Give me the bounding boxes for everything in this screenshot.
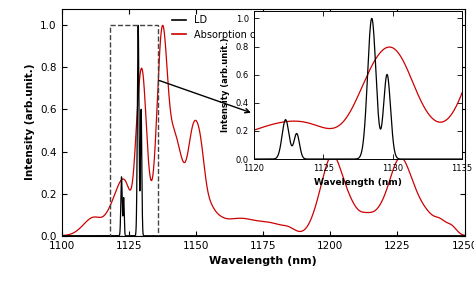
Y-axis label: Intensity (arb.unit.): Intensity (arb.unit.) xyxy=(25,64,35,180)
X-axis label: Wavelength (nm): Wavelength (nm) xyxy=(314,178,402,187)
Legend: LD, Absorption of Ho:YAG: LD, Absorption of Ho:YAG xyxy=(168,11,302,44)
Y-axis label: Intensity (arb.unit.): Intensity (arb.unit.) xyxy=(221,38,230,132)
X-axis label: Wavelength (nm): Wavelength (nm) xyxy=(209,256,317,266)
Bar xyxy=(110,25,158,236)
